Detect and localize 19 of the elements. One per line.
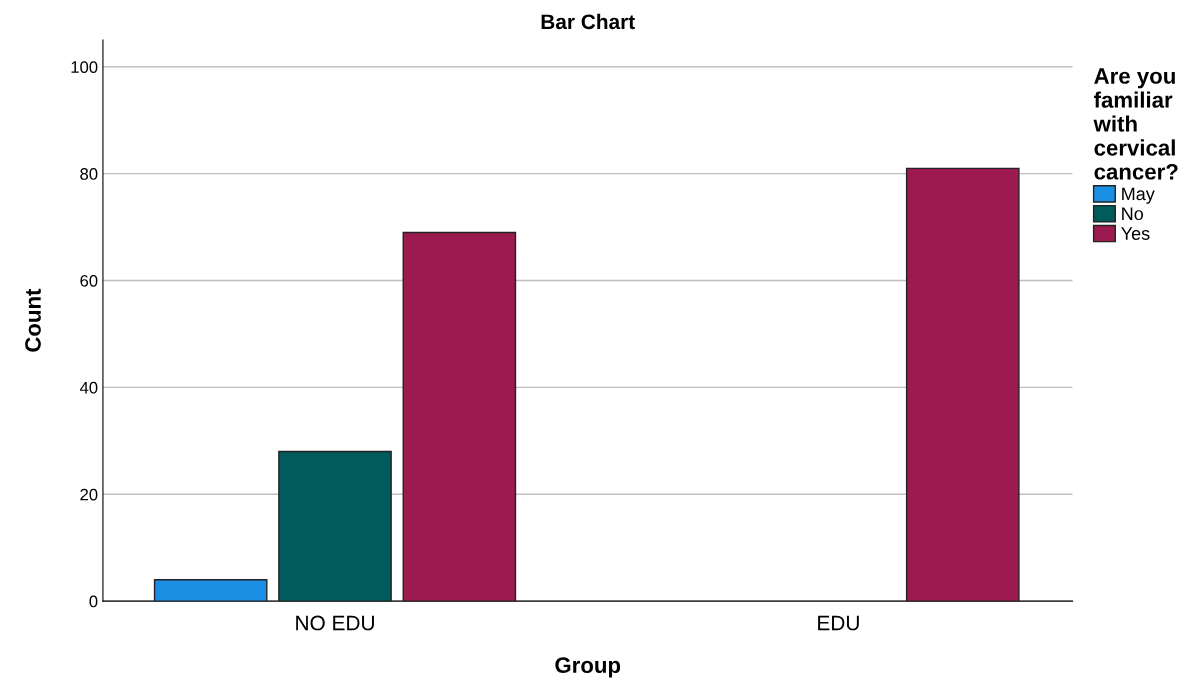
x-axis-title: Group	[555, 657, 621, 678]
y-tick-label: 60	[80, 274, 98, 287]
y-tick-label: 100	[71, 61, 98, 73]
y-tick-label: 80	[80, 168, 98, 180]
y-tick-label: 0	[89, 595, 98, 608]
chart-title: Bar Chart	[541, 13, 635, 30]
y-tick-label: 20	[80, 488, 98, 501]
legend-label: No	[1122, 207, 1144, 221]
legend-label: Yes	[1121, 227, 1150, 240]
legend-label: May	[1122, 187, 1155, 204]
bar	[278, 450, 392, 602]
legend-title: Are you familiar with cervical cancer?	[1093, 68, 1178, 180]
bar	[153, 579, 268, 602]
bar	[905, 167, 1020, 602]
y-axis-title: Count	[25, 288, 41, 352]
bar	[402, 231, 517, 602]
y-tick-label: 40	[79, 381, 98, 394]
x-tick-label: EDU	[818, 615, 859, 631]
x-tick-label: NO EDU	[296, 615, 374, 631]
